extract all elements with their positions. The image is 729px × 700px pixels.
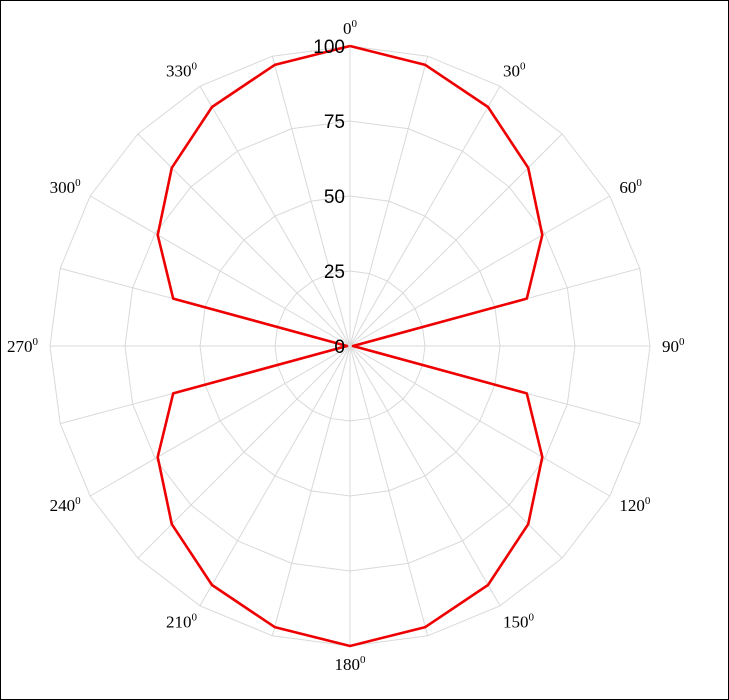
angle-tick-label: 2400	[50, 495, 82, 515]
angle-tick-label: 900	[662, 336, 685, 356]
angle-tick-label: 3300	[166, 61, 198, 81]
angle-tick-label: 600	[619, 177, 642, 197]
grid-spoke	[271, 56, 351, 347]
radial-tick-label: 75	[324, 112, 345, 133]
radial-tick-label: 100	[313, 37, 345, 58]
grid-spoke	[349, 345, 611, 497]
angle-tick-label: 1500	[503, 611, 535, 631]
grid-spoke	[271, 345, 351, 636]
grid-spoke	[199, 345, 351, 607]
angle-tick-labels: 00 300 600 900 1200 1500 1800 2100 2400 2700 3000 3…	[7, 18, 685, 674]
grid-spoke	[137, 133, 351, 347]
grid-spoke	[349, 133, 563, 347]
radial-tick-label: 0	[334, 337, 345, 358]
grid-spoke	[349, 345, 429, 636]
angle-tick-label: 2100	[166, 611, 198, 631]
series-line	[156, 44, 544, 648]
grid-spoke	[349, 56, 429, 347]
polar-grid	[49, 45, 651, 647]
radial-tick-label: 25	[324, 262, 345, 283]
angle-tick-label: 1800	[335, 654, 367, 674]
angle-tick-label: 1200	[619, 495, 651, 515]
angle-tick-label: 00	[343, 18, 358, 38]
grid-spoke	[349, 345, 501, 607]
angle-tick-label: 2700	[7, 336, 39, 356]
angle-tick-label: 3000	[50, 177, 82, 197]
grid-spoke	[349, 195, 611, 347]
radial-tick-labels: 0 25 50 75 100	[313, 37, 345, 358]
grid-spoke	[349, 85, 501, 347]
grid-spoke	[349, 345, 563, 559]
data-series	[156, 44, 544, 648]
grid-spoke	[137, 345, 351, 559]
grid-spoke	[89, 195, 351, 347]
grid-spoke	[199, 85, 351, 347]
angle-tick-label: 300	[503, 61, 526, 81]
radial-tick-label: 50	[324, 187, 345, 208]
grid-spoke	[89, 345, 351, 497]
